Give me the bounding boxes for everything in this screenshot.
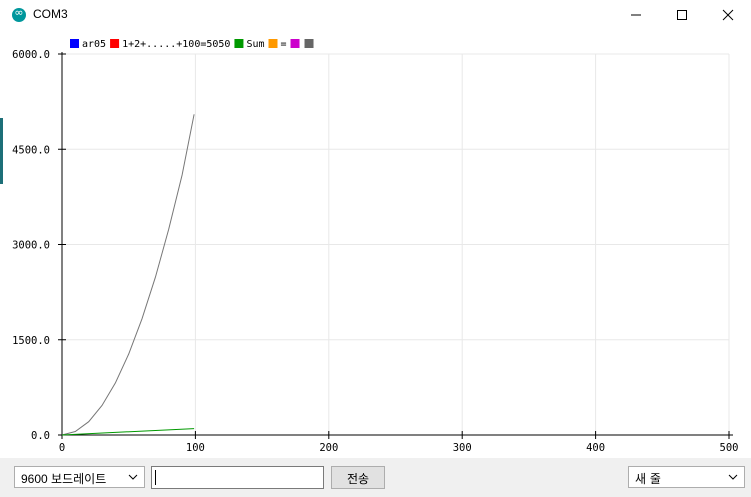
maximize-button[interactable] <box>659 0 705 30</box>
x-tick-label: 200 <box>319 442 338 454</box>
minimize-icon <box>631 14 641 16</box>
series-line-1 <box>61 428 195 436</box>
y-tick-label: 4500.0 <box>12 144 50 156</box>
title-bar: COM3 <box>0 0 751 30</box>
y-tick-label: 1500.0 <box>12 335 50 347</box>
window-edge <box>0 118 3 184</box>
chevron-down-icon <box>128 474 138 480</box>
legend-swatch <box>70 39 79 48</box>
x-tick-label: 300 <box>453 442 472 454</box>
x-tick-label: 100 <box>186 442 205 454</box>
line-ending-select[interactable]: 새 줄 <box>628 466 745 488</box>
legend-swatch <box>268 39 278 48</box>
text-caret <box>155 470 156 485</box>
arduino-icon <box>12 6 26 22</box>
legend-swatch <box>110 39 120 48</box>
minimize-button[interactable] <box>613 0 659 30</box>
plot-series <box>61 114 195 436</box>
plot-grid <box>62 53 730 435</box>
legend-label: ar05 <box>82 39 106 50</box>
close-icon <box>722 9 734 21</box>
baud-rate-select[interactable]: 9600 보드레이트 <box>14 466 145 488</box>
send-input[interactable] <box>151 466 324 489</box>
x-tick-label: 400 <box>586 442 605 454</box>
chevron-down-icon <box>728 474 738 480</box>
y-tick-label: 3000.0 <box>12 240 50 252</box>
send-button[interactable]: 전송 <box>331 466 385 489</box>
line-ending-value: 새 줄 <box>635 472 661 486</box>
bottom-toolbar: 9600 보드레이트 전송 새 줄 <box>0 458 751 497</box>
plot-axes: 0.0 1500.0 3000.0 4500.0 6000.0 0 100 200 300 400… <box>12 49 738 454</box>
series-line-0 <box>61 114 195 436</box>
baud-rate-value: 9600 보드레이트 <box>21 472 107 486</box>
legend-swatch <box>290 39 300 48</box>
legend-label: = <box>281 39 287 50</box>
y-tick-label: 6000.0 <box>12 49 50 61</box>
serial-plot: ar05 1+2+.....+100=5050 Sum = 0.01500.03000… <box>12 39 738 454</box>
legend-swatch <box>234 39 244 48</box>
x-tick-label: 500 <box>720 442 739 454</box>
plot-legend: ar05 1+2+.....+100=5050 Sum = <box>70 39 314 50</box>
y-tick-label: 0.0 <box>31 430 50 442</box>
legend-label: 1+2+.....+100=5050 <box>122 39 230 50</box>
legend-label: Sum <box>246 39 264 50</box>
x-tick-label: 0 <box>59 442 65 454</box>
legend-swatch <box>304 39 314 48</box>
close-button[interactable] <box>705 0 751 30</box>
window-title: COM3 <box>33 7 68 21</box>
maximize-icon <box>677 10 687 20</box>
